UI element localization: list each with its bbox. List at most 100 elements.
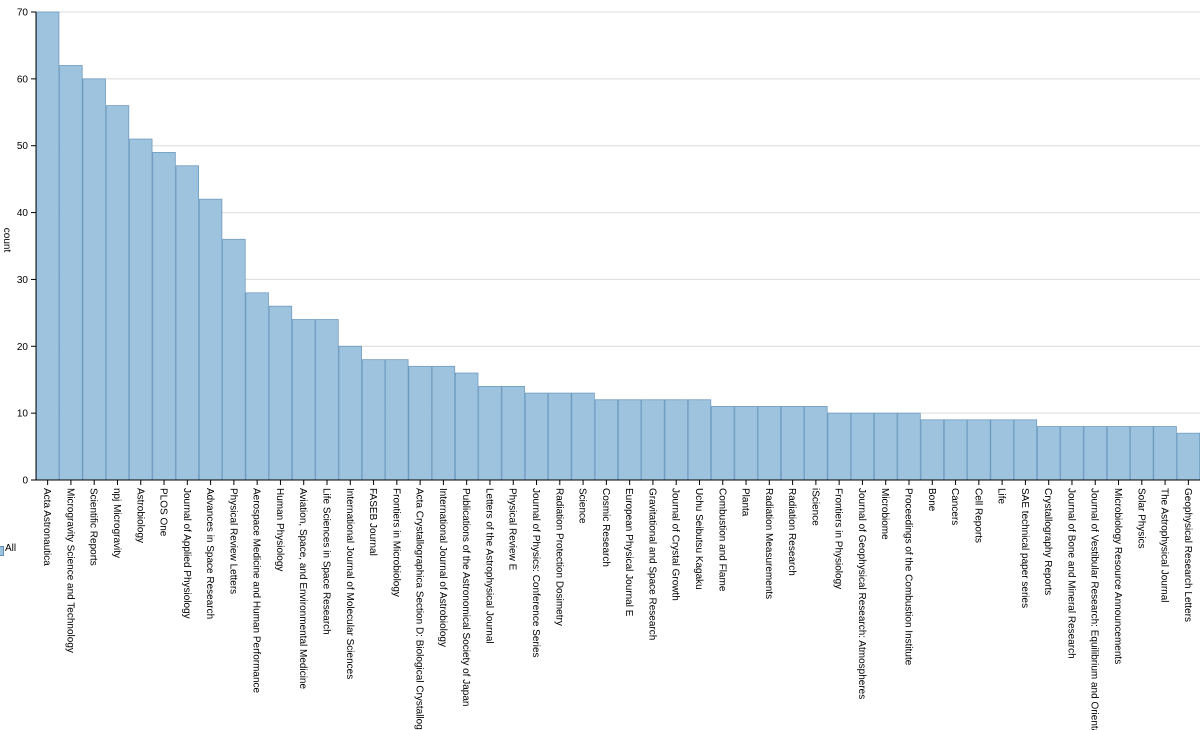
- bar[interactable]: [315, 319, 339, 481]
- x-tick-label: Proceedings of the Combustion Institute: [903, 488, 914, 666]
- bar[interactable]: [431, 365, 456, 481]
- y-axis: 0 10 20 30 40 50 60 70: [17, 8, 37, 487]
- x-tick-label: Human Physiology: [274, 488, 285, 571]
- x-tick-label: Combustion and Flame: [716, 488, 727, 592]
- bar[interactable]: [990, 419, 1014, 481]
- bar[interactable]: [897, 412, 921, 481]
- x-tick-label: Astrobiology: [134, 488, 145, 543]
- x-tick-label: Frontiers in Physiology: [833, 488, 844, 589]
- x-tick-label: Journal of Geophysical Research: Atmosph…: [856, 488, 867, 699]
- bar[interactable]: [664, 399, 688, 481]
- x-axis: Acta Astronautica Microgravity Science an…: [36, 479, 1200, 730]
- bar[interactable]: [641, 399, 665, 481]
- legend-swatch[interactable]: [0, 546, 4, 556]
- bar[interactable]: [804, 406, 828, 481]
- y-tick-label: 10: [17, 409, 29, 420]
- bar[interactable]: [222, 238, 246, 481]
- x-tick-label: Advances in Space Research: [204, 488, 215, 619]
- x-tick-label: Frontiers in Microbiology: [390, 488, 401, 597]
- bar[interactable]: [198, 198, 223, 481]
- bar[interactable]: [175, 165, 200, 481]
- x-tick-label: Journal of Crystal Growth: [670, 488, 681, 601]
- bar[interactable]: [920, 419, 944, 481]
- x-tick-label: Acta Astronautica: [41, 488, 52, 566]
- y-tick-label: 30: [17, 275, 29, 286]
- bar[interactable]: [850, 412, 875, 481]
- bar[interactable]: [1013, 419, 1038, 481]
- x-tick-label: Radiation Research: [786, 488, 797, 576]
- bar[interactable]: [152, 151, 176, 481]
- bar[interactable]: [501, 385, 525, 481]
- x-tick-label: Letters of the Astrophysical Journal: [483, 488, 494, 644]
- x-tick-label: Aerospace Medicine and Human Performance: [251, 488, 262, 694]
- bar[interactable]: [687, 399, 712, 481]
- bar[interactable]: [594, 399, 619, 481]
- bar[interactable]: [1083, 426, 1107, 481]
- x-tick-label: Cancers: [949, 488, 960, 525]
- bar[interactable]: [292, 319, 316, 481]
- bar[interactable]: [338, 345, 362, 481]
- bar[interactable]: [571, 392, 595, 481]
- y-tick-label: 60: [17, 74, 29, 85]
- y-tick-label: 50: [17, 141, 29, 152]
- bar[interactable]: [734, 406, 758, 481]
- x-tick-label: Physical Review E: [507, 488, 518, 571]
- bar[interactable]: [1130, 426, 1154, 481]
- x-tick-label: Solar Physics: [1135, 488, 1146, 549]
- x-tick-label: The Astrophysical Journal: [1159, 488, 1170, 603]
- bar[interactable]: [385, 359, 409, 481]
- bars: [35, 11, 1200, 481]
- bar[interactable]: [757, 406, 782, 481]
- bar[interactable]: [59, 65, 83, 481]
- x-tick-label: PLOS One: [158, 488, 169, 537]
- x-tick-label: Life Sciences in Space Research: [321, 488, 332, 635]
- x-tick-label: Journal of Physics: Conference Series: [530, 488, 541, 658]
- bar[interactable]: [35, 11, 60, 481]
- x-tick-label: Science: [577, 488, 588, 524]
- bar[interactable]: [617, 399, 642, 481]
- bar[interactable]: [1176, 432, 1200, 481]
- bar[interactable]: [268, 305, 293, 481]
- bar[interactable]: [711, 406, 735, 481]
- x-tick-label: npj Microgravity: [111, 488, 122, 558]
- x-tick-label: Publications of the Astronomical Society…: [460, 488, 471, 706]
- x-tick-label: Microgravity Science and Technology: [64, 488, 75, 653]
- bar[interactable]: [478, 385, 502, 481]
- y-tick-label: 0: [22, 476, 28, 487]
- x-tick-label: SAE technical paper series: [1019, 488, 1030, 608]
- bar[interactable]: [82, 78, 106, 481]
- bar[interactable]: [780, 406, 805, 481]
- x-tick-label: Gravitational and Space Research: [646, 488, 657, 640]
- bar[interactable]: [361, 359, 386, 481]
- y-axis-label: count: [1, 228, 12, 253]
- bar[interactable]: [1060, 426, 1084, 481]
- x-tick-label: Life: [996, 488, 1007, 505]
- bar[interactable]: [129, 138, 153, 481]
- x-tick-label: Aviation, Space, and Environmental Medic…: [297, 488, 308, 689]
- bar[interactable]: [874, 412, 898, 481]
- x-tick-label: Cosmic Research: [600, 488, 611, 567]
- x-tick-label: Journal of Vestibular Research: Equilibr…: [1089, 488, 1100, 730]
- bar[interactable]: [454, 372, 479, 481]
- x-tick-label: Radiation Measurements: [763, 488, 774, 599]
- bar[interactable]: [524, 392, 549, 481]
- bar[interactable]: [943, 419, 968, 481]
- x-tick-label: iScience: [809, 488, 820, 526]
- x-tick-label: Cell Reports: [972, 488, 983, 543]
- bar[interactable]: [105, 105, 130, 481]
- y-tick-label: 70: [17, 8, 29, 19]
- bar[interactable]: [1106, 426, 1131, 481]
- x-tick-label: Microbiome: [879, 488, 890, 540]
- bar[interactable]: [548, 392, 572, 481]
- legend-entry-all[interactable]: All: [5, 543, 17, 554]
- x-tick-label: Acta Crystallographica Section D: Biolog…: [414, 488, 425, 730]
- bar[interactable]: [827, 412, 851, 481]
- x-tick-label: European Physical Journal E: [623, 488, 634, 617]
- bar[interactable]: [1153, 426, 1177, 481]
- x-tick-label: FASEB Journal: [367, 488, 378, 556]
- bar[interactable]: [245, 292, 269, 481]
- bar[interactable]: [408, 365, 432, 481]
- bar[interactable]: [1036, 426, 1061, 481]
- bar[interactable]: [967, 419, 991, 481]
